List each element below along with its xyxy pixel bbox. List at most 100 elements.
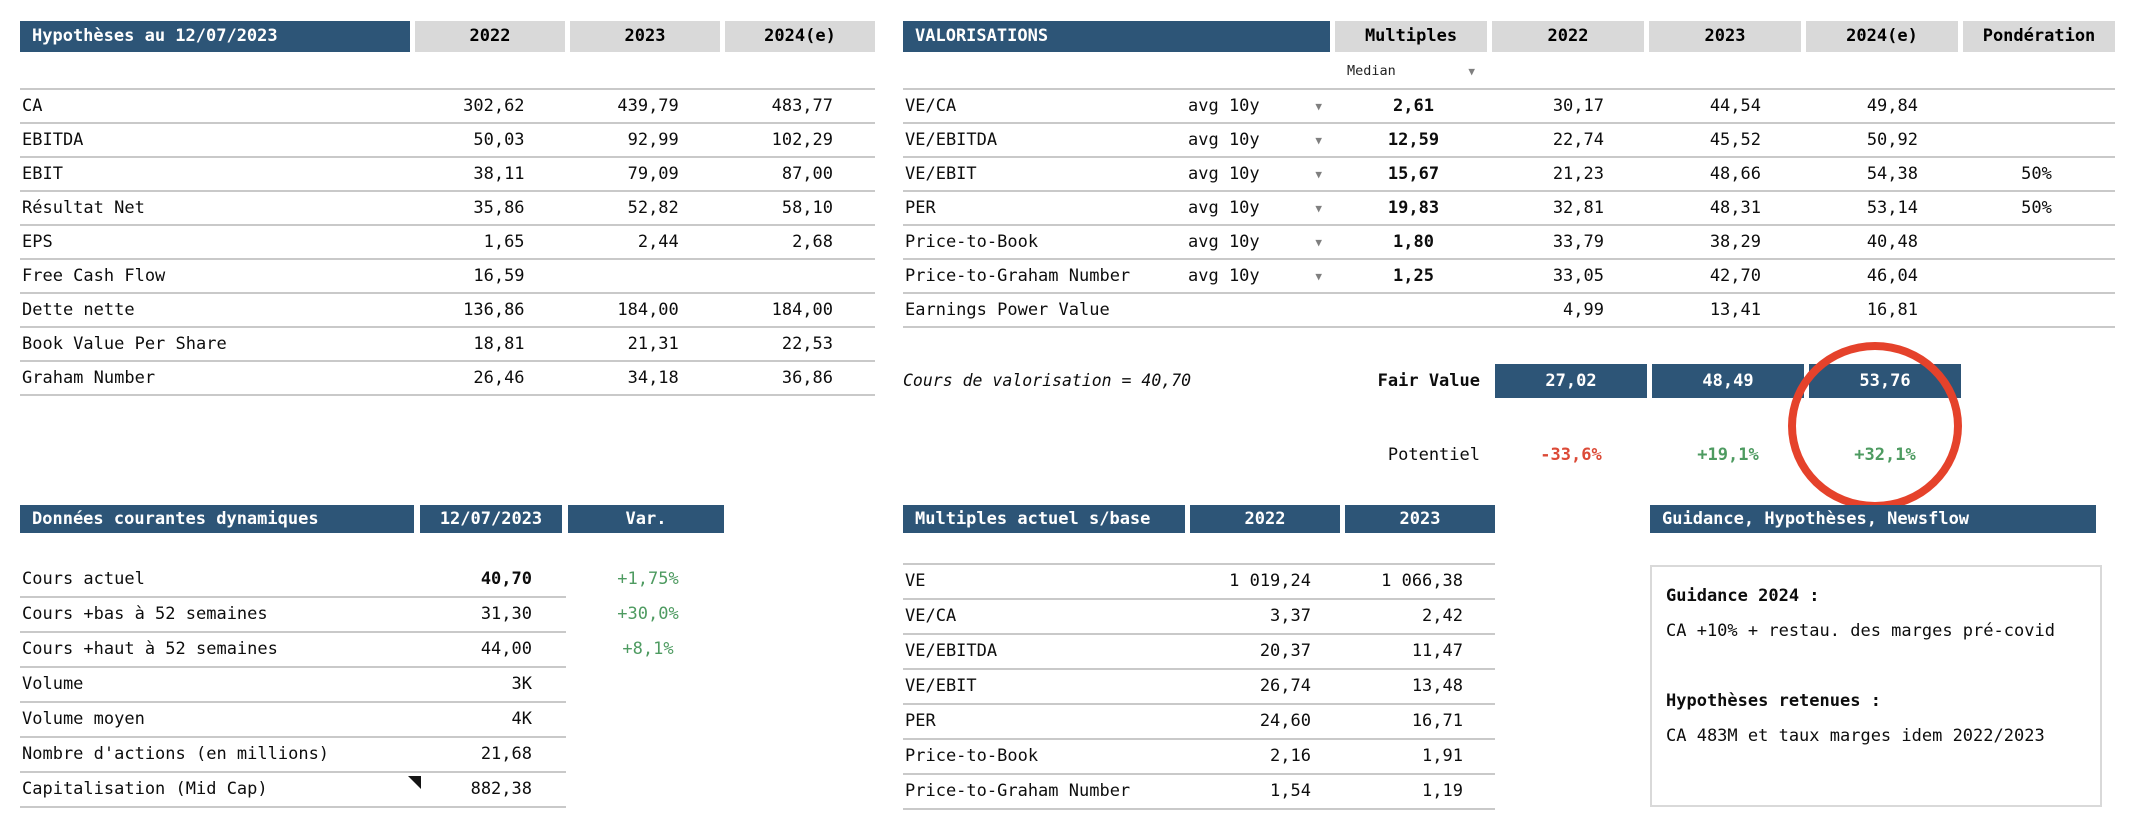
row-value: 31,30 <box>480 604 532 624</box>
median-dropdown-value: Median <box>1347 63 1396 79</box>
avg-10y-dropdown[interactable]: avg 10y ▼ <box>1188 158 1340 190</box>
value-2023: 439,79 <box>617 96 679 116</box>
value-2023 <box>567 260 721 292</box>
valorisations-year-headers: 2022 2023 2024(e) Pondération <box>1487 21 2115 52</box>
avg-10y-dropdown[interactable]: avg 10y ▼ <box>1188 192 1340 224</box>
row-label: Nombre d'actions (en millions) <box>22 744 330 764</box>
value-2023: 1 066,38 <box>1381 571 1463 591</box>
value-2023: 48,31 <box>1709 198 1761 218</box>
hypotheses-header: Hypothèses au 12/07/2023 2022 2023 2024(e) <box>20 21 875 52</box>
value-2023: 2,44 <box>637 232 679 252</box>
donnees-table: Données courantes dynamiques 12/07/2023 … <box>20 505 730 808</box>
row-label: Dette nette <box>22 300 135 320</box>
median-value: 2,61 <box>1393 96 1434 116</box>
avg-10y-dropdown[interactable]: avg 10y ▼ <box>1188 90 1340 122</box>
avg-10y-dropdown-value: avg 10y <box>1188 266 1260 286</box>
table-row: Cours +bas à 52 semaines 31,30 +30,0% <box>20 598 730 633</box>
value-2022: 24,60 <box>1259 711 1311 731</box>
value-2022: 33,79 <box>1552 232 1604 252</box>
ponderation-value <box>1958 124 2115 156</box>
avg-10y-dropdown[interactable]: avg 10y ▼ <box>1188 260 1340 292</box>
value-2022: 18,81 <box>473 334 525 354</box>
potentiel-value: -33,6% <box>1540 445 1602 465</box>
row-label: EBIT <box>22 164 63 184</box>
guidance-panel: Guidance, Hypothèses, Newsflow Guidance … <box>1650 505 2102 807</box>
year-column-header: 2023 <box>1649 21 1801 52</box>
value-2022: 26,74 <box>1259 676 1311 696</box>
variation-value: +1,75% <box>617 569 679 589</box>
hypotheses-title: Hypothèses au 12/07/2023 <box>20 21 410 52</box>
table-row: Nombre d'actions (en millions) 21,68 <box>20 738 730 773</box>
avg-10y-dropdown-value: avg 10y <box>1188 232 1260 252</box>
year-column-header: 2023 <box>1345 505 1495 533</box>
table-row: PER 24,60 16,71 <box>903 705 1495 740</box>
ponderation-value <box>1958 260 2115 292</box>
value-2022: 33,05 <box>1552 266 1604 286</box>
row-label: VE <box>905 571 926 591</box>
value-2023: 1,19 <box>1422 781 1463 801</box>
value-2022: 21,23 <box>1552 164 1604 184</box>
value-2023: 184,00 <box>617 300 679 320</box>
value-2024e: 49,84 <box>1866 96 1918 116</box>
table-row: EPS 1,65 2,44 2,68 <box>20 226 875 260</box>
row-value: 21,68 <box>480 744 532 764</box>
table-row: Earnings Power Value ▼ 4,99 13,41 16,81 <box>903 294 2115 328</box>
median-dropdown[interactable]: Median ▼ <box>1335 56 1487 86</box>
value-2024e: 36,86 <box>781 368 834 388</box>
row-label: PER <box>905 198 936 218</box>
ponderation-value: 50% <box>2021 164 2052 184</box>
avg-10y-dropdown-value: avg 10y <box>1188 96 1260 116</box>
table-row: Price-to-Book avg 10y ▼ 1,80 33,79 38,29… <box>903 226 2115 260</box>
year-column-header: 2022 <box>1492 21 1644 52</box>
ponderation-value: 50% <box>2021 198 2052 218</box>
avg-10y-dropdown[interactable]: avg 10y ▼ <box>1188 124 1340 156</box>
donnees-rows: Cours actuel 40,70 +1,75% Cours +bas à 5… <box>20 563 730 808</box>
value-2023: 11,47 <box>1411 641 1463 661</box>
row-label: CA <box>22 96 43 116</box>
row-label: Cours actuel <box>22 569 145 589</box>
row-label: Résultat Net <box>22 198 145 218</box>
chevron-down-icon: ▼ <box>1315 201 1322 215</box>
guidance-notes-box: Guidance 2024 : CA +10% + restau. des ma… <box>1650 565 2102 807</box>
date-column-header: 12/07/2023 <box>420 505 562 533</box>
table-row: Cours actuel 40,70 +1,75% <box>20 563 730 598</box>
chevron-down-icon: ▼ <box>1315 167 1322 181</box>
row-label: Volume moyen <box>22 709 145 729</box>
value-2024e: 87,00 <box>781 164 834 184</box>
table-row: VE/EBIT 26,74 13,48 <box>903 670 1495 705</box>
guidance-title: Guidance, Hypothèses, Newsflow <box>1650 505 2096 533</box>
median-value: 1,80 <box>1393 232 1434 252</box>
value-2022: 20,37 <box>1259 641 1311 661</box>
value-2024e: 50,92 <box>1866 130 1918 150</box>
value-2023: 42,70 <box>1709 266 1761 286</box>
table-row: CA 302,62 439,79 483,77 <box>20 90 875 124</box>
table-row: VE/CA 3,37 2,42 <box>903 600 1495 635</box>
value-2022: 3,37 <box>1270 606 1311 626</box>
table-row: Volume moyen 4K <box>20 703 730 738</box>
value-2022: 1,65 <box>483 232 525 252</box>
row-label: VE/CA <box>905 96 957 116</box>
value-2022: 16,59 <box>473 266 525 286</box>
chevron-down-icon: ▼ <box>1315 235 1322 249</box>
hypotheses-year-headers: 2022 2023 2024(e) <box>410 21 875 52</box>
valorisations-header: VALORISATIONS Multiples 2022 2023 2024(e) P… <box>903 21 2115 52</box>
table-row: Price-to-Graham Number 1,54 1,19 <box>903 775 1495 810</box>
table-row: Book Value Per Share 18,81 21,31 22,53 <box>20 328 875 362</box>
table-row: VE 1 019,24 1 066,38 <box>903 565 1495 600</box>
variation-value: +8,1% <box>622 639 674 659</box>
table-row: Dette nette 136,86 184,00 184,00 <box>20 294 875 328</box>
multiples-actuels-rows: VE 1 019,24 1 066,38 VE/CA 3,37 2,42 VE/… <box>903 563 1495 810</box>
table-row: EBITDA 50,03 92,99 102,29 <box>20 124 875 158</box>
row-label: Free Cash Flow <box>22 266 166 286</box>
value-2022: 26,46 <box>473 368 525 388</box>
value-2023: 44,54 <box>1709 96 1761 116</box>
fair-value-label: Fair Value <box>1377 371 1480 391</box>
row-label: EPS <box>22 232 53 252</box>
avg-10y-dropdown-value: avg 10y <box>1188 198 1260 218</box>
value-2023: 45,52 <box>1709 130 1761 150</box>
value-2023: 52,82 <box>627 198 679 218</box>
value-2023: 21,31 <box>627 334 679 354</box>
donnees-header: Données courantes dynamiques 12/07/2023 … <box>20 505 730 533</box>
row-label: Price-to-Book <box>905 232 1039 252</box>
avg-10y-dropdown[interactable]: avg 10y ▼ <box>1188 226 1340 258</box>
